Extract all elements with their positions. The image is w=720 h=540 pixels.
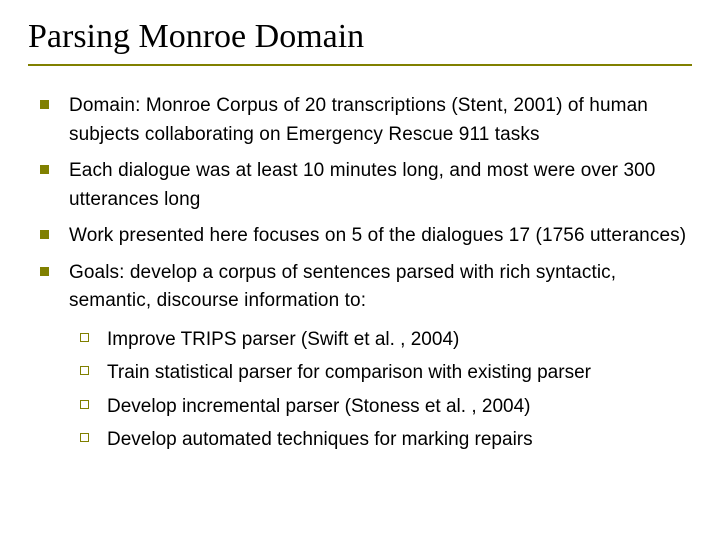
sub-bullet-text: Develop automated techniques for marking… — [107, 426, 533, 454]
list-item: Train statistical parser for comparison … — [80, 359, 692, 387]
main-bullet-list: Domain: Monroe Corpus of 20 transcriptio… — [28, 92, 692, 316]
bullet-text: Work presented here focuses on 5 of the … — [69, 222, 686, 251]
sub-bullet-text: Improve TRIPS parser (Swift et al. , 200… — [107, 326, 459, 354]
outline-square-bullet-icon — [80, 333, 89, 342]
outline-square-bullet-icon — [80, 366, 89, 375]
sub-bullet-text: Train statistical parser for comparison … — [107, 359, 591, 387]
outline-square-bullet-icon — [80, 433, 89, 442]
bullet-text: Each dialogue was at least 10 minutes lo… — [69, 157, 692, 214]
slide-title: Parsing Monroe Domain — [28, 18, 692, 64]
square-bullet-icon — [40, 165, 49, 174]
bullet-text: Domain: Monroe Corpus of 20 transcriptio… — [69, 92, 692, 149]
square-bullet-icon — [40, 267, 49, 276]
square-bullet-icon — [40, 100, 49, 109]
outline-square-bullet-icon — [80, 400, 89, 409]
list-item: Each dialogue was at least 10 minutes lo… — [40, 157, 692, 214]
square-bullet-icon — [40, 230, 49, 239]
list-item: Goals: develop a corpus of sentences par… — [40, 259, 692, 316]
sub-bullet-list: Improve TRIPS parser (Swift et al. , 200… — [28, 326, 692, 454]
title-underline — [28, 64, 692, 66]
bullet-text: Goals: develop a corpus of sentences par… — [69, 259, 692, 316]
list-item: Develop automated techniques for marking… — [80, 426, 692, 454]
list-item: Domain: Monroe Corpus of 20 transcriptio… — [40, 92, 692, 149]
list-item: Develop incremental parser (Stoness et a… — [80, 393, 692, 421]
list-item: Improve TRIPS parser (Swift et al. , 200… — [80, 326, 692, 354]
list-item: Work presented here focuses on 5 of the … — [40, 222, 692, 251]
sub-bullet-text: Develop incremental parser (Stoness et a… — [107, 393, 531, 421]
